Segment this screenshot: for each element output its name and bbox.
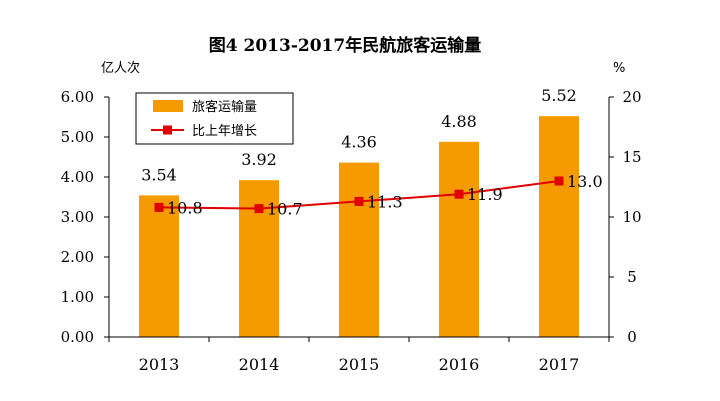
bar-data-label: 3.92 bbox=[241, 150, 277, 169]
left-axis-tick-label: 0.00 bbox=[61, 328, 94, 346]
x-axis-tick-label: 2013 bbox=[139, 355, 180, 374]
bar bbox=[439, 141, 479, 337]
legend-bar-swatch bbox=[153, 100, 183, 112]
legend-line-label: 比上年增长 bbox=[192, 124, 257, 139]
line-point bbox=[354, 196, 364, 206]
x-axis: 2013 2014 2015 2016 2017 bbox=[108, 336, 610, 374]
left-axis-tick-label: 4.00 bbox=[61, 168, 94, 186]
line-point bbox=[154, 202, 164, 212]
left-axis-tick-label: 6.00 bbox=[61, 88, 94, 106]
left-axis-tick-label: 1.00 bbox=[61, 288, 94, 306]
right-axis-unit: % bbox=[613, 61, 625, 76]
line-point bbox=[454, 189, 464, 199]
left-axis-tick-label: 5.00 bbox=[61, 128, 94, 146]
right-axis-tick-label: 15 bbox=[622, 148, 641, 166]
legend-line-marker bbox=[163, 125, 172, 135]
bar bbox=[139, 195, 179, 337]
bar bbox=[539, 116, 579, 337]
line-data-label: 10.7 bbox=[267, 200, 303, 219]
x-axis-tick-label: 2017 bbox=[539, 355, 580, 374]
right-axis-tick-label: 10 bbox=[622, 208, 641, 226]
line-data-label: 11.9 bbox=[467, 185, 503, 204]
right-axis-tick-label: 0 bbox=[627, 328, 637, 346]
bar-data-label: 3.54 bbox=[141, 165, 177, 184]
chart-title: 图4 2013-2017年民航旅客运输量 bbox=[209, 35, 481, 56]
bar-data-label: 5.52 bbox=[541, 86, 577, 105]
right-axis: 0 5 10 15 20 bbox=[608, 88, 642, 346]
x-axis-tick-label: 2015 bbox=[339, 355, 380, 374]
line-point bbox=[254, 204, 264, 214]
left-axis-tick-label: 3.00 bbox=[61, 208, 94, 226]
line-data-label: 11.3 bbox=[367, 192, 403, 211]
bar-data-label: 4.88 bbox=[441, 112, 477, 131]
left-axis: 0.00 1.00 2.00 3.00 4.00 5.00 6.00 bbox=[61, 88, 110, 346]
line-data-label: 10.8 bbox=[167, 198, 203, 217]
line-data-label: 13.0 bbox=[567, 172, 603, 191]
line-point bbox=[554, 176, 564, 186]
line-series: 10.8 10.7 11.3 11.9 13.0 bbox=[154, 172, 603, 219]
bar bbox=[339, 162, 379, 337]
right-axis-tick-label: 20 bbox=[622, 88, 641, 106]
bar-series: 3.54 3.92 4.36 4.88 5.52 bbox=[139, 86, 579, 337]
x-axis-tick-label: 2014 bbox=[239, 355, 280, 374]
left-axis-tick-label: 2.00 bbox=[61, 248, 94, 266]
legend-bar-label: 旅客运输量 bbox=[192, 99, 257, 115]
x-axis-tick-label: 2016 bbox=[439, 355, 480, 374]
right-axis-tick-label: 5 bbox=[627, 268, 637, 286]
left-axis-unit: 亿人次 bbox=[101, 60, 140, 76]
bar-data-label: 4.36 bbox=[341, 133, 377, 152]
